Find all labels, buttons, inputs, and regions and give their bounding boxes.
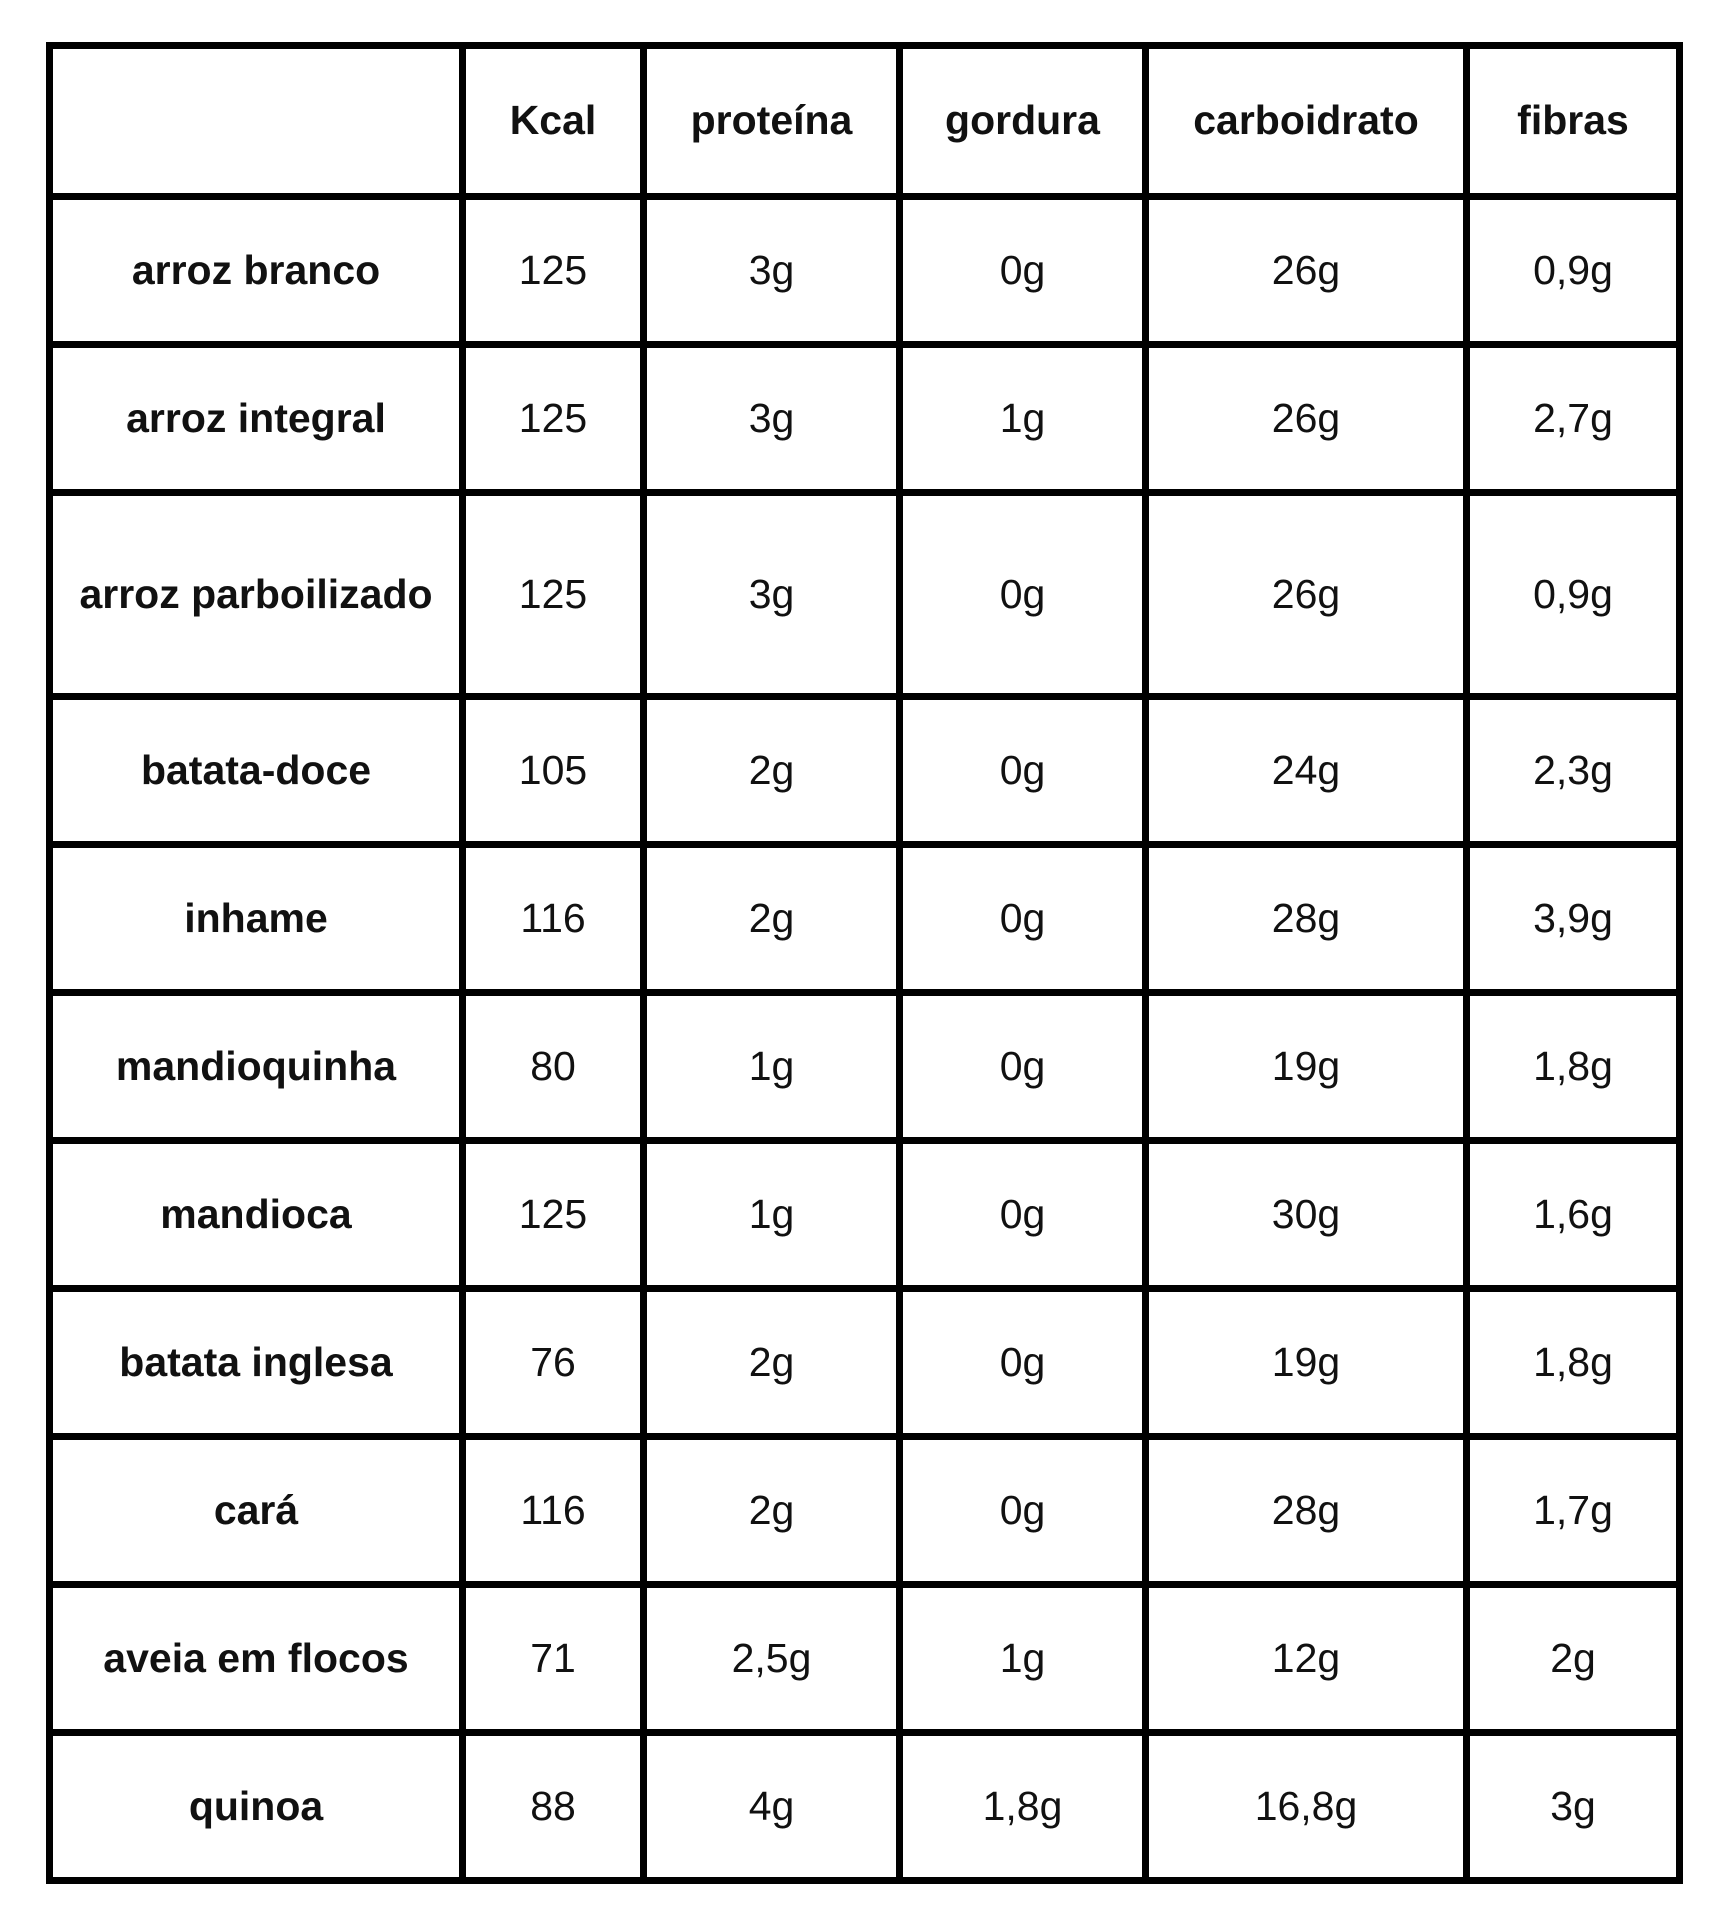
table-row: inhame 116 2g 0g 28g 3,9g [46, 841, 1683, 996]
carboidrato-cell: 26g [1142, 341, 1470, 496]
kcal-cell: 71 [459, 1581, 647, 1736]
fibras-cell: 0,9g [1463, 193, 1683, 348]
column-header-kcal: Kcal [459, 42, 647, 200]
carboidrato-cell: 28g [1142, 1433, 1470, 1588]
fibras-cell: 1,7g [1463, 1433, 1683, 1588]
kcal-cell: 88 [459, 1729, 647, 1884]
food-name-cell: inhame [46, 841, 466, 996]
fibras-cell: 1,8g [1463, 989, 1683, 1144]
gordura-cell: 0g [896, 489, 1149, 700]
table-row: cará 116 2g 0g 28g 1,7g [46, 1433, 1683, 1588]
kcal-cell: 76 [459, 1285, 647, 1440]
proteina-cell: 3g [640, 193, 903, 348]
gordura-cell: 1g [896, 341, 1149, 496]
table-row: aveia em flocos 71 2,5g 1g 12g 2g [46, 1581, 1683, 1736]
carboidrato-cell: 19g [1142, 989, 1470, 1144]
food-name-cell: aveia em flocos [46, 1581, 466, 1736]
carboidrato-cell: 30g [1142, 1137, 1470, 1292]
proteina-cell: 2g [640, 693, 903, 848]
table-row: quinoa 88 4g 1,8g 16,8g 3g [46, 1729, 1683, 1884]
table-row: arroz branco 125 3g 0g 26g 0,9g [46, 193, 1683, 348]
kcal-cell: 116 [459, 1433, 647, 1588]
kcal-cell: 125 [459, 193, 647, 348]
carboidrato-cell: 19g [1142, 1285, 1470, 1440]
kcal-cell: 105 [459, 693, 647, 848]
kcal-cell: 116 [459, 841, 647, 996]
fibras-cell: 0,9g [1463, 489, 1683, 700]
fibras-cell: 2,3g [1463, 693, 1683, 848]
fibras-cell: 1,8g [1463, 1285, 1683, 1440]
fibras-cell: 2g [1463, 1581, 1683, 1736]
table-row: mandioca 125 1g 0g 30g 1,6g [46, 1137, 1683, 1292]
proteina-cell: 4g [640, 1729, 903, 1884]
food-name-cell: mandioca [46, 1137, 466, 1292]
food-name-cell: arroz parboilizado [46, 489, 466, 700]
proteina-cell: 3g [640, 489, 903, 700]
proteina-cell: 1g [640, 1137, 903, 1292]
carboidrato-cell: 26g [1142, 193, 1470, 348]
fibras-cell: 1,6g [1463, 1137, 1683, 1292]
food-name-cell: cará [46, 1433, 466, 1588]
kcal-cell: 125 [459, 341, 647, 496]
kcal-cell: 125 [459, 489, 647, 700]
food-name-cell: quinoa [46, 1729, 466, 1884]
gordura-cell: 0g [896, 693, 1149, 848]
fibras-cell: 3,9g [1463, 841, 1683, 996]
food-nutrition-table: Kcal proteína gordura carboidrato fibras… [46, 42, 1683, 1884]
header-row: Kcal proteína gordura carboidrato fibras [46, 42, 1683, 200]
gordura-cell: 0g [896, 193, 1149, 348]
proteina-cell: 2g [640, 841, 903, 996]
column-header-food [46, 42, 466, 200]
gordura-cell: 0g [896, 989, 1149, 1144]
food-name-cell: batata-doce [46, 693, 466, 848]
carboidrato-cell: 24g [1142, 693, 1470, 848]
food-name-cell: batata inglesa [46, 1285, 466, 1440]
table-row: arroz parboilizado 125 3g 0g 26g 0,9g [46, 489, 1683, 700]
fibras-cell: 2,7g [1463, 341, 1683, 496]
gordura-cell: 0g [896, 1137, 1149, 1292]
fibras-cell: 3g [1463, 1729, 1683, 1884]
table-row: arroz integral 125 3g 1g 26g 2,7g [46, 341, 1683, 496]
carboidrato-cell: 16,8g [1142, 1729, 1470, 1884]
gordura-cell: 1g [896, 1581, 1149, 1736]
table-row: batata-doce 105 2g 0g 24g 2,3g [46, 693, 1683, 848]
proteina-cell: 1g [640, 989, 903, 1144]
kcal-cell: 125 [459, 1137, 647, 1292]
column-header-carboidrato: carboidrato [1142, 42, 1470, 200]
gordura-cell: 0g [896, 841, 1149, 996]
column-header-gordura: gordura [896, 42, 1149, 200]
carboidrato-cell: 26g [1142, 489, 1470, 700]
food-name-cell: mandioquinha [46, 989, 466, 1144]
table-row: mandioquinha 80 1g 0g 19g 1,8g [46, 989, 1683, 1144]
proteina-cell: 2g [640, 1433, 903, 1588]
carboidrato-cell: 12g [1142, 1581, 1470, 1736]
kcal-cell: 80 [459, 989, 647, 1144]
food-name-cell: arroz integral [46, 341, 466, 496]
proteina-cell: 2,5g [640, 1581, 903, 1736]
table-row: batata inglesa 76 2g 0g 19g 1,8g [46, 1285, 1683, 1440]
gordura-cell: 0g [896, 1433, 1149, 1588]
column-header-fibras: fibras [1463, 42, 1683, 200]
gordura-cell: 0g [896, 1285, 1149, 1440]
carboidrato-cell: 28g [1142, 841, 1470, 996]
proteina-cell: 3g [640, 341, 903, 496]
column-header-proteina: proteína [640, 42, 903, 200]
gordura-cell: 1,8g [896, 1729, 1149, 1884]
proteina-cell: 2g [640, 1285, 903, 1440]
food-name-cell: arroz branco [46, 193, 466, 348]
